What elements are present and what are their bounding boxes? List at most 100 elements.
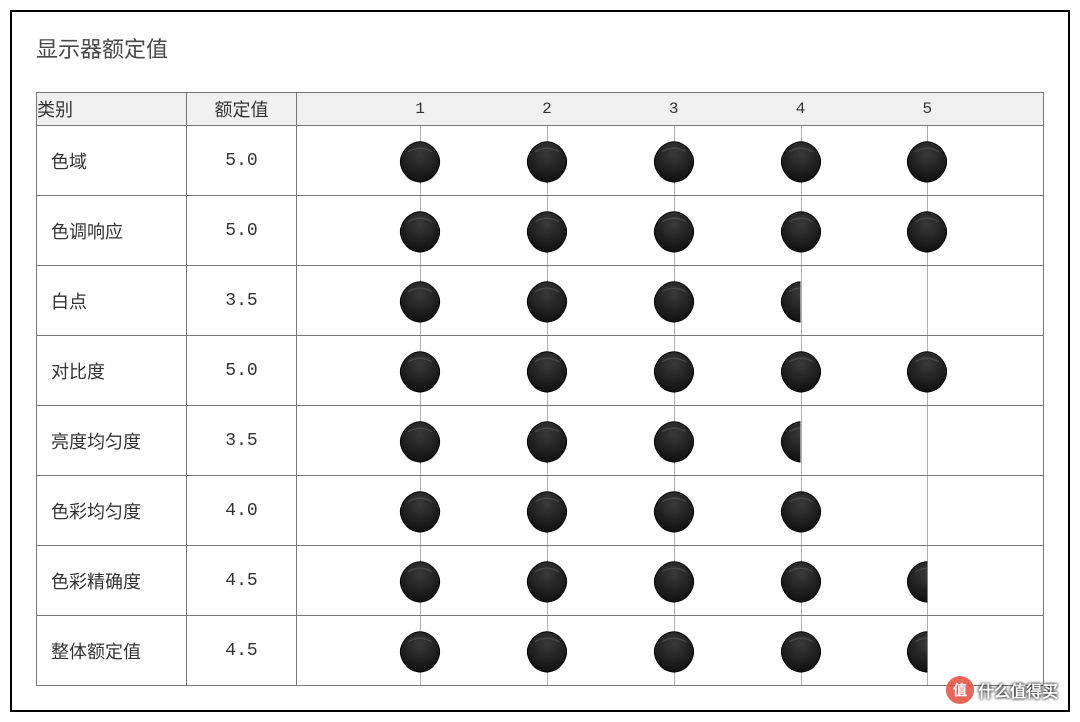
rating-marker-icon [904,208,950,254]
rating-marker [524,628,570,674]
watermark-icon: 值 [946,676,974,704]
rating-marker-icon [397,138,443,184]
rating-marker-icon [778,208,824,254]
table-row: 色域5.0 [37,126,1044,196]
rating-marker [397,208,443,254]
rating-marker-icon [397,628,443,674]
value-cell: 3.5 [187,266,297,336]
category-cell: 色彩均匀度 [37,476,187,546]
rating-marker-icon [397,278,443,324]
scale-cell [297,126,1044,196]
rating-marker-icon [524,418,570,464]
rating-marker-icon [524,558,570,604]
rating-marker [904,208,950,254]
value-cell: 4.5 [187,546,297,616]
rating-marker-icon [524,278,570,324]
value-cell: 4.5 [187,616,297,686]
rating-marker [778,488,824,534]
header-category: 类别 [37,93,187,126]
rating-marker-icon [524,488,570,534]
rating-marker [651,488,697,534]
gridline [927,546,928,615]
rating-marker-icon [524,138,570,184]
rating-marker [524,558,570,604]
category-cell: 色彩精确度 [37,546,187,616]
watermark-text: 什么值得买 [978,678,1058,702]
rating-marker [651,138,697,184]
scale-tick-label: 2 [542,100,552,118]
rating-marker-icon [778,488,824,534]
gridline [801,266,802,335]
rating-marker [397,558,443,604]
rating-marker [778,348,824,394]
rating-marker [397,138,443,184]
header-scale: 12345 [297,93,1044,126]
scale-cell [297,266,1044,336]
rating-marker-icon [397,348,443,394]
scale-tick-label: 3 [669,100,679,118]
category-cell: 白点 [37,266,187,336]
rating-marker [651,278,697,324]
rating-marker-icon [778,628,824,674]
table-row: 对比度5.0 [37,336,1044,406]
rating-marker [524,208,570,254]
rating-marker [397,278,443,324]
rating-marker-icon [651,208,697,254]
value-cell: 3.5 [187,406,297,476]
rating-marker-icon [778,348,824,394]
scale-cell [297,336,1044,406]
outer-frame: 显示器额定值 类别 额定值 12345 色域5.0 [10,10,1070,712]
rating-marker-icon [397,488,443,534]
rating-marker-icon [651,278,697,324]
gridline [927,266,928,335]
table-row: 白点3.5 [37,266,1044,336]
rating-marker-icon [524,628,570,674]
value-cell: 5.0 [187,126,297,196]
rating-marker-icon [397,208,443,254]
gridline [927,476,928,545]
table-header-row: 类别 额定值 12345 [37,93,1044,126]
scale-cell [297,196,1044,266]
rating-marker-icon [651,488,697,534]
scale-tick-label: 5 [923,100,933,118]
rating-marker [397,348,443,394]
rating-marker [904,138,950,184]
gridline [927,406,928,475]
rating-marker [524,418,570,464]
scale-cell [297,616,1044,686]
rating-marker [397,488,443,534]
rating-marker-icon [397,418,443,464]
rating-marker [778,558,824,604]
table-row: 整体额定值4.5 [37,616,1044,686]
rating-marker-icon [651,348,697,394]
category-cell: 对比度 [37,336,187,406]
category-cell: 色域 [37,126,187,196]
rating-marker [524,138,570,184]
rating-marker-icon [904,138,950,184]
rating-marker [651,628,697,674]
rating-marker [651,208,697,254]
scale-tick-label: 4 [796,100,806,118]
gridline [927,616,928,685]
scale-cell [297,476,1044,546]
page-title: 显示器额定值 [36,32,1044,64]
rating-marker [651,348,697,394]
rating-marker-icon [778,558,824,604]
rating-marker-icon [397,558,443,604]
rating-marker-icon [524,348,570,394]
rating-marker-icon [524,208,570,254]
rating-marker [651,558,697,604]
rating-marker [778,628,824,674]
rating-marker [778,208,824,254]
header-value: 额定值 [187,93,297,126]
rating-marker [651,418,697,464]
scale-cell [297,546,1044,616]
rating-marker [524,348,570,394]
category-cell: 色调响应 [37,196,187,266]
rating-marker-icon [778,138,824,184]
rating-marker-icon [651,418,697,464]
watermark: 值 什么值得买 [946,676,1058,704]
scale-cell [297,406,1044,476]
rating-marker [524,278,570,324]
table-row: 色调响应5.0 [37,196,1044,266]
